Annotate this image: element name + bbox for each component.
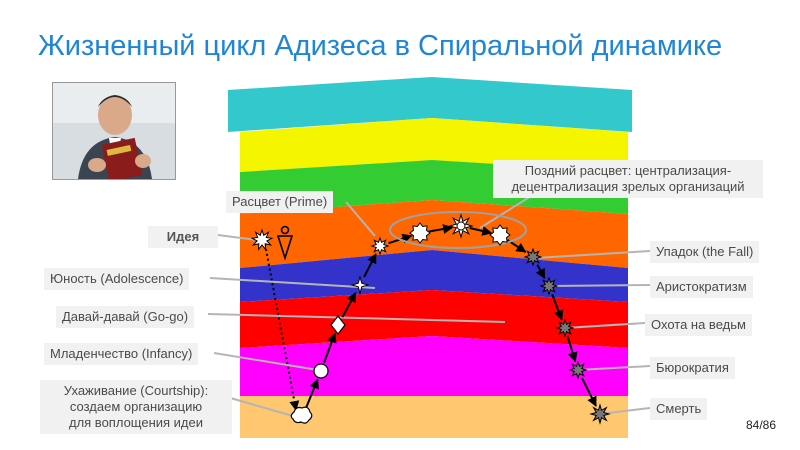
band-orange: [240, 200, 628, 268]
connector-line: [209, 277, 376, 289]
prime-sun-marker: [370, 236, 390, 256]
late-prime-sun-marker: [489, 224, 511, 246]
label-aristocracy: Аристократизм: [650, 276, 753, 298]
connector-line: [345, 201, 376, 237]
fall-gray-star-marker: [523, 247, 543, 267]
late-prime-highlight-ellipse: [389, 211, 527, 249]
person-icon: [276, 225, 294, 261]
connector-line: [219, 394, 294, 417]
lifecycle-arrow: [566, 336, 578, 363]
lifecycle-arrow: [551, 294, 564, 321]
late-prime-star-center: [456, 221, 466, 231]
idea-burst-marker: [250, 228, 274, 251]
witch-hunt-gray-star-marker: [555, 318, 575, 338]
connector-line: [564, 322, 646, 329]
band-beige: [240, 396, 628, 438]
label-bureaucracy: Бюрократия: [650, 357, 735, 379]
lifecycle-arrow: [341, 292, 357, 318]
connector-line: [207, 313, 506, 323]
label-courtship: Ухаживание (Courtship): создаем организа…: [40, 380, 232, 434]
infancy-circle-marker: [313, 363, 329, 379]
lifecycle-arrow: [304, 378, 319, 411]
label-connectors: [207, 192, 651, 417]
bureaucracy-gray-star-marker: [568, 360, 588, 380]
page-number: 84/86: [745, 418, 776, 432]
lifecycle-arrow: [581, 377, 597, 407]
adolescence-star-marker: [350, 275, 370, 295]
gogo-diamond-marker: [330, 315, 346, 335]
label-infancy: Младенчество (Infancy): [44, 343, 199, 365]
lifecycle-arrow: [535, 264, 546, 279]
courtship-cloud-marker: [290, 406, 313, 424]
band-turquoise: [228, 77, 632, 132]
label-courtship-line2: создаем организацию: [69, 399, 203, 414]
connector-line: [479, 192, 537, 229]
label-fall: Упадок (the Fall): [650, 241, 760, 263]
band-blue: [240, 250, 628, 302]
prime-peak-sun-marker: [409, 222, 431, 244]
presenter-photo: [52, 82, 176, 180]
connector-line: [577, 365, 651, 371]
label-idea: Идея: [148, 226, 218, 248]
label-courtship-line1: Ухаживание (Courtship):: [63, 383, 209, 398]
idea-to-courtship-arrow: [264, 243, 300, 411]
connector-line: [535, 250, 651, 259]
connector-line: [549, 284, 651, 287]
death-gray-star-marker: [589, 403, 611, 425]
stage-markers: [250, 213, 611, 425]
connector-line: [599, 407, 651, 415]
aristocracy-gray-star-marker: [539, 276, 559, 296]
label-witch-hunt: Охота на ведьм: [645, 314, 752, 336]
label-late-prime-line2: децентрализация зрелых организаций: [511, 179, 745, 194]
lifecycle-arrow: [428, 224, 454, 234]
label-courtship-line3: для воплощения идеи: [68, 415, 204, 430]
label-late-prime: Поздний расцвет: централизация- децентра…: [493, 160, 763, 198]
label-death: Смерть: [650, 398, 708, 420]
lifecycle-arrow: [469, 226, 493, 236]
label-adolescence: Юность (Adolescence): [44, 268, 190, 290]
label-prime: Расцвет (Prime): [226, 191, 334, 213]
lifecycle-arrow: [363, 253, 377, 278]
lifecycle-arrow: [323, 332, 337, 363]
lifecycle-arrows: [264, 224, 597, 411]
connector-line: [213, 352, 319, 371]
label-gogo: Давай-давай (Go-go): [56, 306, 195, 328]
color-bands: [228, 77, 632, 438]
slide-title: Жизненный цикл Адизеса в Спиральной дина…: [38, 30, 723, 62]
band-magenta: [240, 336, 628, 396]
band-yellow: [240, 118, 628, 172]
label-late-prime-line1: Поздний расцвет: централизация-: [524, 163, 732, 178]
